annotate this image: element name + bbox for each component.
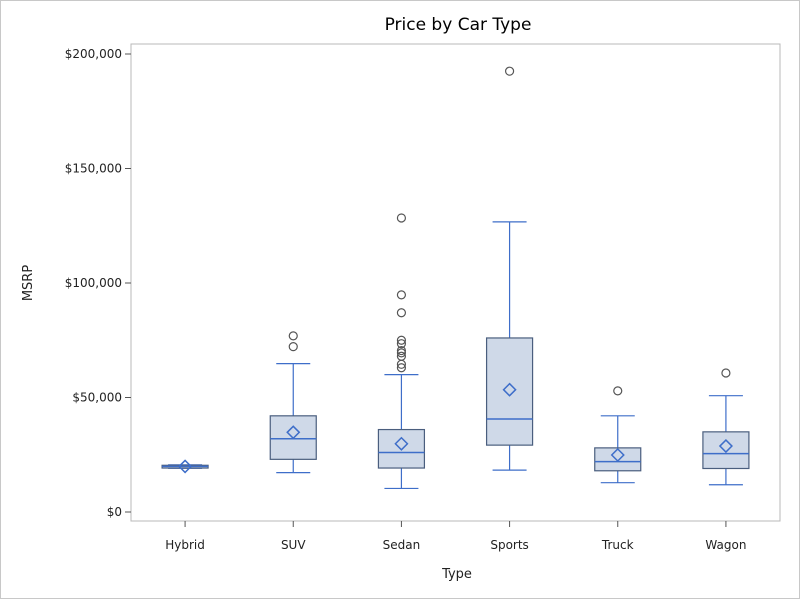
outlier-point [613, 386, 623, 396]
y-axis: $0 $50,000 $100,000 $150,000 $200,000 [65, 47, 131, 519]
outlier-point [721, 368, 731, 378]
x-tick-label: Hybrid [165, 538, 205, 552]
y-tick-label: $50,000 [72, 391, 122, 405]
outlier-point [396, 335, 407, 345]
mean-marker [610, 447, 625, 463]
outlier-point [396, 348, 407, 358]
outlier-point [396, 308, 407, 318]
y-tick-label: $150,000 [65, 162, 122, 176]
mean-marker [394, 436, 409, 451]
mean-marker [286, 425, 301, 440]
box-group [485, 66, 534, 471]
x-tick-label: Sports [490, 538, 528, 552]
plot-area [130, 43, 781, 522]
outlier-point [396, 339, 407, 349]
mean-marker [718, 438, 733, 454]
box-group [377, 213, 426, 490]
outlier-point [396, 351, 407, 361]
x-tick-label: Wagon [705, 538, 746, 552]
box-group [161, 459, 209, 474]
outlier-point [288, 331, 298, 341]
box-group [594, 386, 642, 484]
outlier-point [396, 363, 407, 373]
box-series [161, 66, 750, 490]
x-tick-label: Sedan [383, 538, 421, 552]
x-tick-label: SUV [281, 538, 306, 552]
box-group [269, 331, 317, 474]
x-axis: Hybrid SUV Sedan Sports Truck Wagon [165, 521, 746, 552]
outlier-point [396, 290, 407, 300]
box-iqr [702, 431, 750, 470]
box-iqr [594, 447, 642, 472]
outlier-point [288, 342, 298, 352]
mean-marker [178, 459, 193, 474]
y-tick-label: $0 [107, 505, 122, 519]
mean-marker [502, 382, 517, 397]
x-axis-label: Type [441, 567, 472, 582]
outlier-point [396, 213, 407, 223]
box-group [702, 368, 750, 486]
y-tick-label: $200,000 [65, 47, 122, 61]
y-axis-label: MSRP [21, 265, 36, 302]
chart-title: Price by Car Type [385, 15, 532, 35]
y-tick-label: $100,000 [65, 276, 122, 290]
box-iqr [485, 337, 534, 446]
x-tick-label: Truck [601, 538, 634, 552]
outlier-point [396, 345, 407, 356]
outlier-point [504, 66, 515, 76]
